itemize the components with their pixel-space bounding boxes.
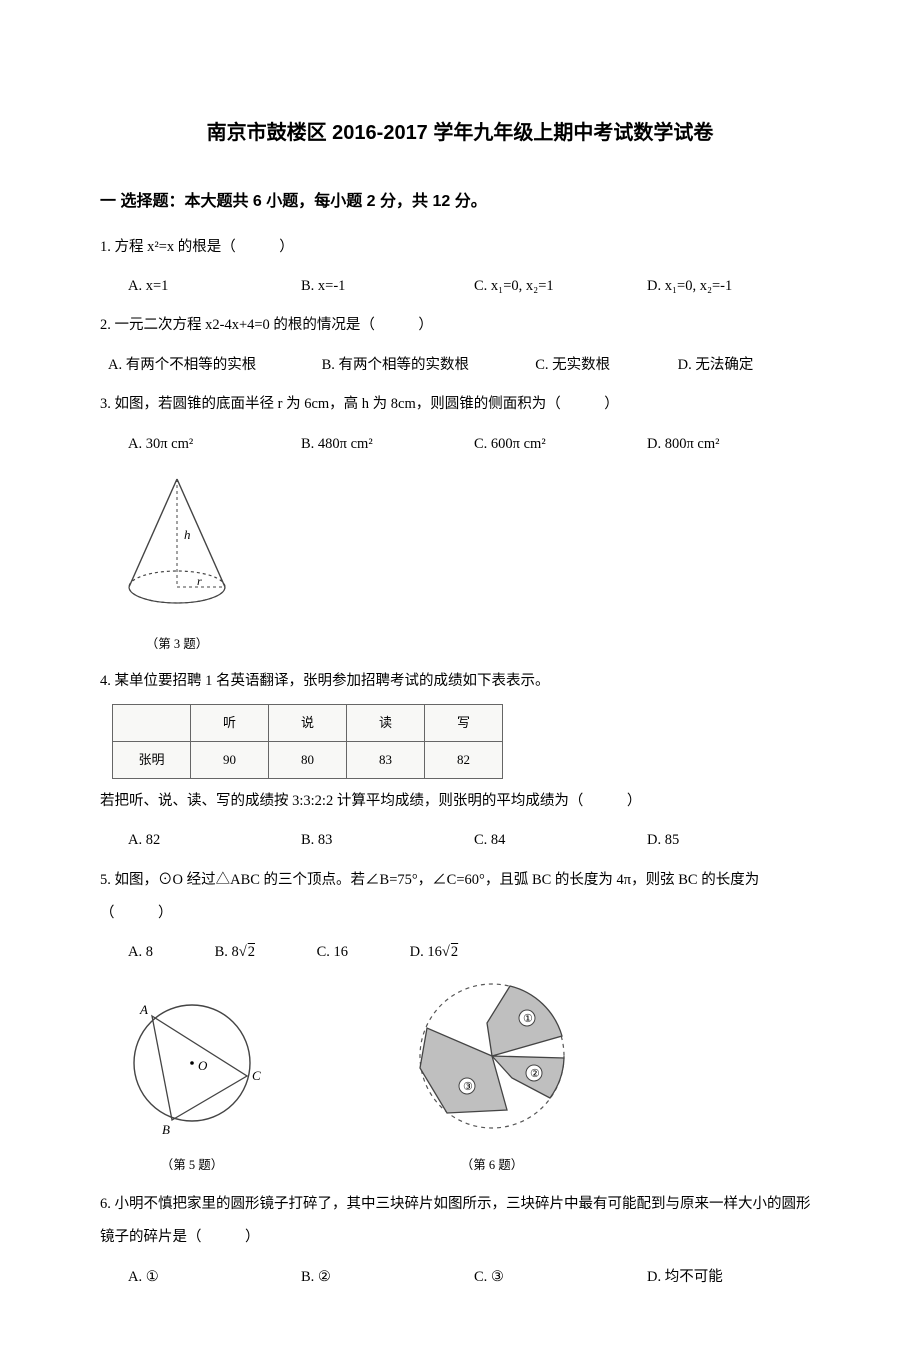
q4-th1: 听 (191, 705, 269, 742)
page-title: 南京市鼓楼区 2016-2017 学年九年级上期中考试数学试卷 (100, 110, 820, 156)
q5-stem: 5. 如图，⊙O 经过△ABC 的三个顶点。若∠B=75°，∠C=60°，且弧 … (100, 864, 820, 931)
q3-figure: h r （第 3 题） (112, 467, 820, 659)
svg-text:O: O (198, 1058, 208, 1073)
q4-opt-d: D. 85 (647, 824, 820, 857)
svg-text:③: ③ (463, 1081, 473, 1093)
q5-figure-caption: （第 5 题） (112, 1151, 272, 1180)
q2-opt-a: A. 有两个不相等的实根 (108, 349, 322, 382)
q4-r2: 80 (269, 742, 347, 779)
q5-figure: O A C B （第 5 题） (112, 988, 272, 1180)
q1-stem: 1. 方程 x²=x 的根是（ ） (100, 231, 820, 264)
svg-text:h: h (184, 527, 191, 542)
q3-options: A. 30π cm² B. 480π cm² C. 600π cm² D. 80… (100, 428, 820, 461)
q4-table: 听 说 读 写 张明 90 80 83 82 (112, 704, 503, 779)
q5-options: A. 8 B. 8√2 C. 16 D. 16√2 (100, 936, 820, 969)
q1-opt-a: A. x=1 (128, 270, 301, 303)
q4-th2: 说 (269, 705, 347, 742)
svg-text:B: B (162, 1122, 170, 1137)
q6-stem: 6. 小明不慎把家里的圆形镜子打碎了，其中三块碎片如图所示，三块碎片中最有可能配… (100, 1188, 820, 1255)
q4-th4: 写 (425, 705, 503, 742)
q4-r0: 张明 (113, 742, 191, 779)
q4-options: A. 82 B. 83 C. 84 D. 85 (100, 824, 820, 857)
q6-opt-a: A. ① (128, 1261, 301, 1294)
q4-th3: 读 (347, 705, 425, 742)
q1-opt-b: B. x=-1 (301, 270, 474, 303)
q1-opt-c: C. x₁=0, x₂=1 (474, 270, 647, 303)
svg-text:A: A (139, 1002, 148, 1017)
q3-stem: 3. 如图，若圆锥的底面半径 r 为 6cm，高 h 为 8cm，则圆锥的侧面积… (100, 388, 820, 421)
q4-opt-c: C. 84 (474, 824, 647, 857)
q2-stem: 2. 一元二次方程 x2-4x+4=0 的根的情况是（ ） (100, 309, 820, 342)
svg-text:②: ② (530, 1068, 540, 1080)
q6-options: A. ① B. ② C. ③ D. 均不可能 (100, 1261, 820, 1294)
q3-figure-caption: （第 3 题） (112, 630, 242, 659)
q5-opt-a: A. 8 (100, 936, 153, 969)
q3-opt-d: D. 800π cm² (647, 428, 820, 461)
q4-stem2: 若把听、说、读、写的成绩按 3:3:2:2 计算平均成绩，则张明的平均成绩为（ … (100, 785, 820, 818)
q4-opt-a: A. 82 (128, 824, 301, 857)
q6-opt-c: C. ③ (474, 1261, 647, 1294)
q4-r4: 82 (425, 742, 503, 779)
q5-opt-d: D. 16√2 (382, 936, 458, 969)
q2-opt-b: B. 有两个相等的实数根 (322, 349, 536, 382)
q4-r1: 90 (191, 742, 269, 779)
q3-opt-a: A. 30π cm² (128, 428, 301, 461)
q4-opt-b: B. 83 (301, 824, 474, 857)
q1-opt-d: D. x₁=0, x₂=-1 (647, 270, 820, 303)
q3-opt-b: B. 480π cm² (301, 428, 474, 461)
svg-text:r: r (197, 574, 202, 588)
q4-stem: 4. 某单位要招聘 1 名英语翻译，张明参加招聘考试的成绩如下表表示。 (100, 665, 820, 698)
q6-opt-d: D. 均不可能 (647, 1261, 820, 1294)
q2-opt-c: C. 无实数根 (535, 349, 677, 382)
q6-opt-b: B. ② (301, 1261, 474, 1294)
section-1-header: 一 选择题：本大题共 6 小题，每小题 2 分，共 12 分。 (100, 184, 820, 221)
svg-text:C: C (252, 1068, 261, 1083)
q6-figure: ① ② ③ （第 6 题） (392, 978, 592, 1180)
q5-opt-c: C. 16 (289, 936, 348, 969)
q2-options: A. 有两个不相等的实根 B. 有两个相等的实数根 C. 无实数根 D. 无法确… (100, 349, 820, 382)
q1-options: A. x=1 B. x=-1 C. x₁=0, x₂=1 D. x₁=0, x₂… (100, 270, 820, 303)
q4-th0 (113, 705, 191, 742)
q2-opt-d: D. 无法确定 (678, 349, 820, 382)
q3-opt-c: C. 600π cm² (474, 428, 647, 461)
q5-opt-b: B. 8√2 (187, 936, 255, 969)
q4-r3: 83 (347, 742, 425, 779)
svg-text:①: ① (523, 1013, 533, 1025)
q6-figure-caption: （第 6 题） (392, 1151, 592, 1180)
